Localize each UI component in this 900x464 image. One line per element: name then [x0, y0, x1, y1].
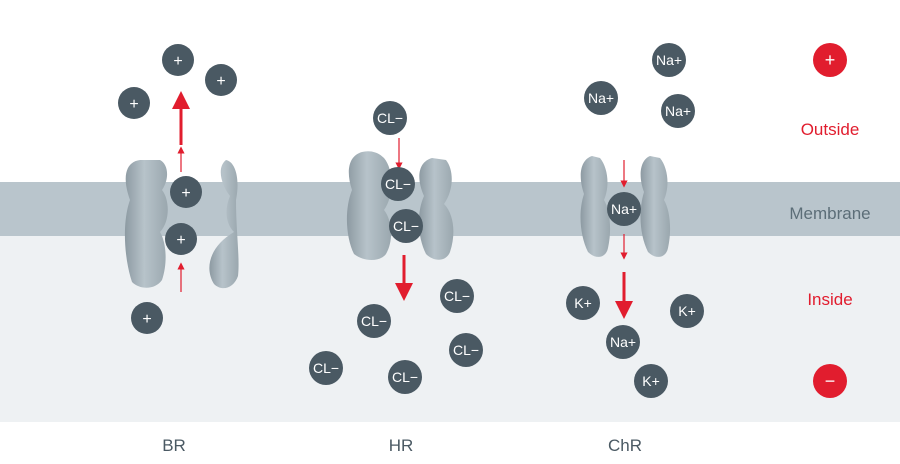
svg-text:Na+: Na+ [588, 90, 614, 106]
hr-arrows [395, 138, 413, 301]
svg-text:Na+: Na+ [665, 103, 691, 119]
ion-chr-5: K+ [566, 286, 600, 320]
charge-minus-indicator: − [813, 364, 847, 398]
svg-text:+: + [142, 311, 151, 328]
ion-br-5: + [131, 302, 163, 334]
ion-hr-5: CL− [449, 333, 483, 367]
ion-br-2: + [118, 87, 150, 119]
hr-protein [346, 151, 454, 260]
svg-text:CL−: CL− [392, 369, 418, 385]
svg-text:CL−: CL− [444, 288, 470, 304]
ion-hr-1: CL− [381, 167, 415, 201]
ion-br-0: + [162, 44, 194, 76]
svg-text:CL−: CL− [393, 218, 419, 234]
svg-text:+: + [216, 73, 225, 90]
svg-text:−: − [825, 371, 836, 391]
inside-label: Inside [807, 290, 852, 309]
outside-label: Outside [801, 120, 860, 139]
svg-text:Na+: Na+ [610, 334, 636, 350]
ion-chr-7: K+ [634, 364, 668, 398]
hr-ions: CL− CL− CL− CL− CL− CL− CL− CL− [309, 101, 483, 394]
svg-text:K+: K+ [574, 295, 592, 311]
svg-text:CL−: CL− [313, 360, 339, 376]
svg-text:CL−: CL− [377, 110, 403, 126]
ion-hr-4: CL− [357, 304, 391, 338]
br-protein [124, 160, 239, 289]
protein-label-br: BR [162, 436, 186, 455]
membrane-label: Membrane [789, 204, 870, 223]
svg-text:Na+: Na+ [656, 52, 682, 68]
ion-hr-0: CL− [373, 101, 407, 135]
chr-ions: Na+ Na+ Na+ Na+ Na+ K+ K+ K+ [566, 43, 704, 398]
ion-hr-7: CL− [388, 360, 422, 394]
svg-text:CL−: CL− [453, 342, 479, 358]
ion-hr-6: CL− [309, 351, 343, 385]
svg-text:+: + [176, 232, 185, 249]
svg-text:+: + [181, 185, 190, 202]
ion-br-4: + [165, 223, 197, 255]
ion-br-3: + [170, 176, 202, 208]
svg-text:+: + [129, 96, 138, 113]
svg-text:Na+: Na+ [611, 201, 637, 217]
br-ions: + + + + + + [118, 44, 237, 334]
outside-region [0, 0, 900, 182]
ion-chr-6: K+ [670, 294, 704, 328]
ion-hr-2: CL− [389, 209, 423, 243]
svg-text:CL−: CL− [385, 176, 411, 192]
svg-text:+: + [173, 53, 182, 70]
protein-label-hr: HR [389, 436, 414, 455]
ion-chr-2: Na+ [661, 94, 695, 128]
svg-text:CL−: CL− [361, 313, 387, 329]
chr-protein [580, 156, 671, 257]
svg-text:K+: K+ [678, 303, 696, 319]
ion-chr-4: Na+ [606, 325, 640, 359]
ion-chr-0: Na+ [652, 43, 686, 77]
ion-br-1: + [205, 64, 237, 96]
svg-text:+: + [825, 50, 836, 70]
ion-chr-3: Na+ [607, 192, 641, 226]
ion-chr-1: Na+ [584, 81, 618, 115]
charge-plus-indicator: + [813, 43, 847, 77]
ion-hr-3: CL− [440, 279, 474, 313]
protein-label-chr: ChR [608, 436, 642, 455]
svg-text:K+: K+ [642, 373, 660, 389]
